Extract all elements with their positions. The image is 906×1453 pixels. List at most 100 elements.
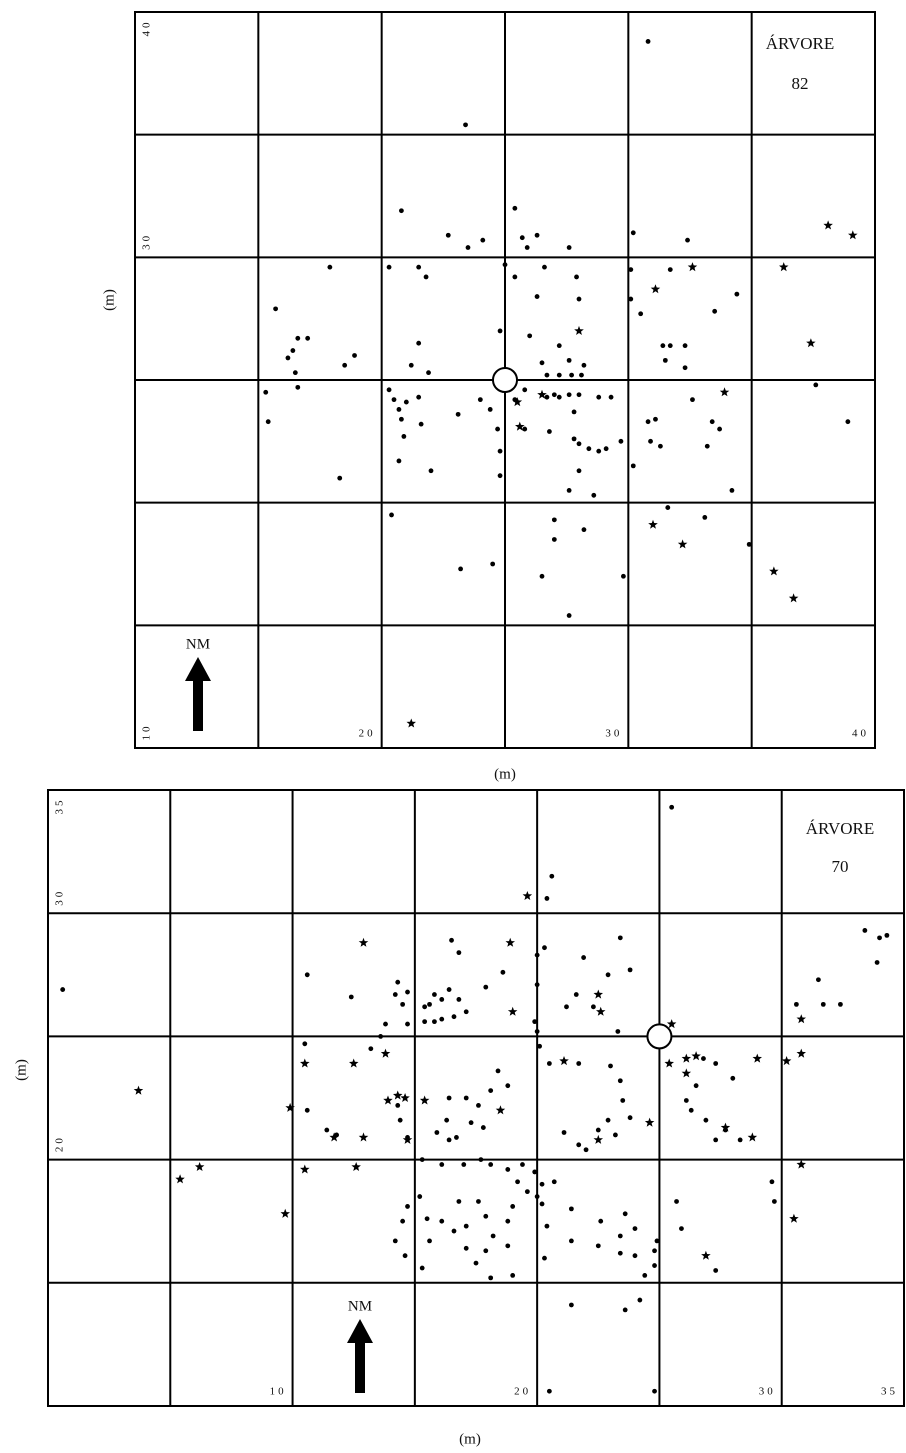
dot-point [405,989,410,995]
dot-point [544,1223,550,1229]
dot-point [519,235,525,241]
dot-point [820,1001,826,1007]
dot-point [713,1137,719,1143]
dot-point [305,335,311,341]
dot-point [444,1117,450,1123]
dot-point [500,969,506,975]
star-point [522,891,533,900]
x-tick-label: 20 [359,728,376,740]
dot-point [734,291,740,297]
dot-point [510,1273,516,1278]
star-point [495,1105,506,1115]
dot-point [416,340,422,346]
dot-point [658,443,663,449]
dot-point [688,1107,694,1113]
north-arrow [347,1319,373,1393]
star-point [285,1102,295,1112]
dot-point [608,1063,613,1069]
dot-point [386,387,392,393]
dot-point [617,1078,623,1084]
x-tick-label: 30 [759,1386,776,1398]
dot-point [564,1004,569,1010]
star-point [666,1019,677,1029]
dot-point [285,355,291,361]
panel-title: ÁRVORE [806,819,875,838]
dot-point [586,446,592,452]
dot-point [396,407,402,412]
dot-point [439,1016,445,1022]
dot-point [487,407,493,412]
dot-point [424,1216,430,1222]
dot-point [701,1056,706,1061]
center-tree [492,367,518,393]
north-arrow [185,657,211,731]
dot-point [590,1004,596,1010]
dot-point [568,1238,574,1244]
dot-point [576,1061,582,1066]
dot-point [576,296,582,302]
dot-point [378,1034,384,1039]
dot-point [483,984,489,990]
dot-point [595,1127,601,1133]
x-tick-label: 30 [605,728,622,740]
dot-point [877,935,882,941]
dot-point [648,438,653,444]
star-point [380,1048,391,1058]
star-point [752,1053,762,1063]
dot-point [465,245,471,250]
dot-point [273,306,278,312]
star-point [747,1132,758,1142]
dot-point [845,419,851,425]
star-point [796,1159,806,1169]
dot-point [497,448,503,454]
dot-point [683,1098,689,1103]
star-point [650,284,661,294]
dot-point [505,1167,511,1172]
dot-point [439,1162,445,1167]
dot-point [682,365,688,371]
dot-point [813,382,819,388]
dot-point [622,1211,628,1217]
dot-point [463,1095,469,1101]
plot-frame [47,789,905,1407]
dot-point [679,1226,684,1231]
dot-point [712,308,718,314]
dot-point [816,977,821,983]
dot-point [551,537,557,542]
star-point [419,1095,430,1105]
dot-point [884,932,890,938]
dot-point [60,987,66,992]
dot-point [532,1019,538,1025]
star-point [574,325,584,335]
dot-point [690,397,695,403]
dot-point [838,1001,843,1007]
dot-point [386,264,392,270]
dot-point [617,1250,623,1256]
dot-point [405,1204,410,1209]
dot-point [451,1014,457,1020]
star-point [559,1056,569,1066]
dot-point [576,468,582,474]
dot-point [389,512,394,518]
dot-point [263,389,269,395]
center-tree [646,1023,673,1050]
dot-point [478,1157,484,1162]
dot-point [793,1001,799,1007]
dot-point [408,362,414,368]
star-point [648,519,658,529]
star-point [358,937,369,947]
dot-point [620,1098,626,1103]
dot-point [591,492,597,498]
star-point [133,1085,144,1095]
dot-point [539,1201,545,1207]
dot-point [416,394,422,400]
star-point [507,1006,518,1016]
dot-point [446,1095,452,1101]
dot-point [527,333,533,339]
dot-point [660,343,666,349]
dot-point [537,1043,542,1049]
dot-point [395,1102,401,1108]
dot-point [546,1061,552,1066]
dot-point [627,1115,633,1121]
dot-point [483,1213,489,1219]
